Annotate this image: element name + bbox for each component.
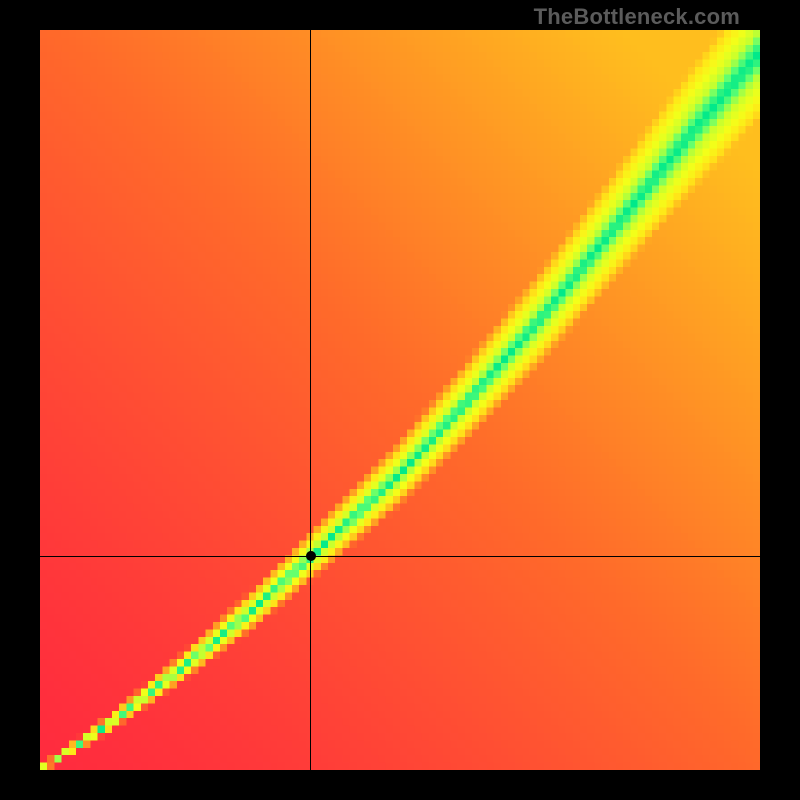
crosshair-horizontal bbox=[40, 556, 760, 557]
watermark-text: TheBottleneck.com bbox=[534, 4, 740, 30]
crosshair-marker bbox=[305, 550, 317, 562]
chart-container: TheBottleneck.com bbox=[0, 0, 800, 800]
bottleneck-heatmap bbox=[40, 30, 760, 770]
crosshair-vertical bbox=[310, 30, 311, 770]
